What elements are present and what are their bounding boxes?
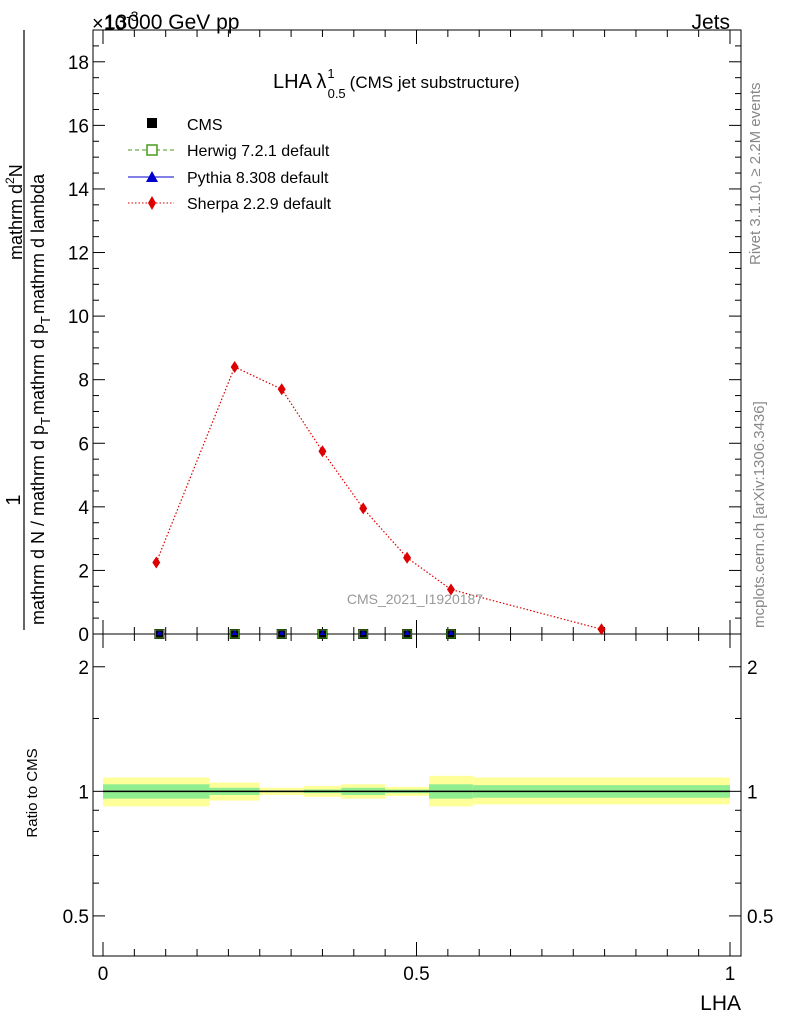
main-y-tick-label: 10 (68, 307, 89, 328)
legend-herwig-label: Herwig 7.2.1 default (187, 143, 330, 160)
legend-sherpa-marker (148, 196, 156, 210)
sherpa-point (152, 556, 161, 569)
pythia-point (404, 630, 411, 635)
legend: CMS Herwig 7.2.1 default Pythia 8.308 de… (128, 117, 332, 213)
series-markers (152, 360, 606, 639)
series-lines (155, 366, 602, 630)
x-tick-label: 0 (98, 964, 109, 985)
y-axis-label-inner-numerator: mathrm d2N (3, 164, 26, 260)
sherpa-point (318, 445, 327, 458)
sherpa-point (597, 623, 606, 636)
pythia-point (360, 630, 367, 635)
sherpa-line (155, 366, 602, 630)
main-y-tick-label: 14 (68, 180, 90, 201)
ratio-y-tick-label: 1 (78, 782, 89, 803)
main-y-tick-label: 0 (78, 625, 89, 646)
pythia-point (319, 630, 326, 635)
main-y-tick-label: 2 (78, 561, 89, 582)
ratio-y-axis-label: Ratio to CMS (24, 748, 41, 837)
main-y-axis-ticks: 0 2 4 6 8 10 12 14 16 18 (68, 29, 741, 646)
rivet-label: Rivet 3.1.10, ≥ 2.2M events (747, 83, 764, 266)
ratio-y-tick-label-right: 2 (747, 658, 758, 679)
ratio-y-tick-label-right: 0.5 (747, 907, 773, 928)
x-axis-label: LHA (700, 992, 741, 1015)
sherpa-point (230, 360, 239, 373)
y-axis-label-denominator: mathrm d N / mathrm d pTmathrm d pTmathr… (28, 173, 53, 625)
main-y-tick-label: 6 (78, 434, 89, 455)
ratio-y-tick-label-right: 1 (747, 782, 758, 803)
analysis-watermark: CMS_2021_I1920187 (347, 591, 483, 607)
energy-label: 13000 GeV pp (104, 11, 239, 34)
plot-title: LHA λ1 0.5(CMS jet substructure) (273, 66, 520, 101)
ratio-y-tick-label: 2 (78, 658, 89, 679)
x-tick-label: 0.5 (403, 964, 429, 985)
legend-pythia-marker (146, 171, 158, 182)
legend-sherpa-label: Sherpa 2.2.9 default (187, 196, 332, 213)
sherpa-point (403, 551, 412, 564)
legend-cms-marker (147, 118, 157, 128)
main-y-tick-label: 16 (68, 116, 89, 137)
process-label: Jets (691, 11, 730, 34)
legend-cms-label: CMS (187, 117, 223, 134)
sherpa-point (277, 383, 286, 396)
sherpa-point (446, 583, 455, 596)
ratio-y-axis-ticks: 0.5 0.5 1 1 2 2 (63, 658, 774, 928)
main-y-tick-label: 18 (68, 53, 89, 74)
y-exponent-label: ×10-3 (92, 8, 139, 35)
main-y-tick-label: 4 (78, 498, 89, 519)
pythia-point (447, 630, 454, 635)
main-y-tick-label: 12 (68, 244, 89, 265)
pythia-point (278, 630, 285, 635)
sherpa-point (359, 502, 368, 515)
legend-herwig-marker (146, 144, 158, 156)
pythia-point (156, 630, 163, 635)
y-axis-label-numerator: 1 (3, 494, 25, 505)
main-y-tick-label: 8 (78, 371, 89, 392)
ratio-y-tick-label: 0.5 (63, 907, 89, 928)
y-axis-label: 1 mathrm d N / mathrm d pTmathrm d pTmat… (3, 30, 53, 630)
ratio-x-axis-ticks: 0 0.5 1 (98, 634, 736, 985)
main-x-axis-ticks (102, 30, 731, 634)
pythia-point (231, 630, 238, 635)
x-tick-label: 1 (725, 964, 736, 985)
legend-pythia-label: Pythia 8.308 default (187, 170, 329, 187)
source-label: mcplots.cern.ch [arXiv:1306.3436] (751, 401, 768, 628)
